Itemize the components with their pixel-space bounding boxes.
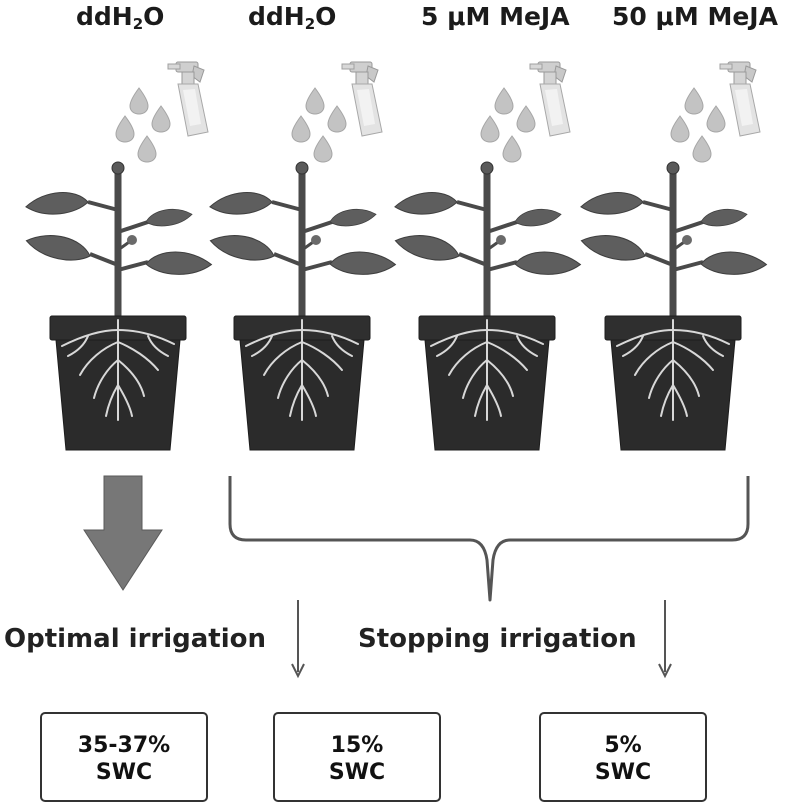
spray-bottle-icon xyxy=(529,61,571,137)
treatment-label-1: ddH2O xyxy=(76,2,165,33)
big-down-arrow-icon xyxy=(83,475,163,591)
swc-unit: SWC xyxy=(95,760,153,785)
stopping-irrigation-label: Stopping irrigation xyxy=(358,624,637,654)
swc-value: 15% xyxy=(330,733,384,758)
spray-bottle-icon xyxy=(719,61,761,137)
potted-plant-2 xyxy=(208,162,396,450)
treatment-label-4: 50 μM MeJA xyxy=(612,2,778,31)
swc-unit: SWC xyxy=(594,760,652,785)
down-arrow-icon xyxy=(658,600,672,679)
water-drops-1 xyxy=(115,87,171,163)
treatment-label-2: ddH2O xyxy=(248,2,337,33)
water-drops-2 xyxy=(291,87,347,163)
potted-plant-1 xyxy=(24,162,212,450)
spray-bottle-icon xyxy=(167,61,209,137)
potted-plant-4 xyxy=(579,162,767,450)
swc-box-15: 15% SWC xyxy=(273,712,441,802)
swc-value: 35-37% xyxy=(77,733,171,758)
spray-bottle-icon xyxy=(341,61,383,137)
swc-value: 5% xyxy=(604,733,642,758)
swc-unit: SWC xyxy=(328,760,386,785)
group-bracket xyxy=(228,476,750,602)
water-drops-3 xyxy=(480,87,536,163)
swc-box-5: 5% SWC xyxy=(539,712,707,802)
potted-plant-3 xyxy=(393,162,581,450)
water-drops-4 xyxy=(670,87,726,163)
treatment-label-3: 5 μM MeJA xyxy=(421,2,570,31)
optimal-irrigation-label: Optimal irrigation xyxy=(4,624,266,654)
swc-box-optimal: 35-37% SWC xyxy=(40,712,208,802)
down-arrow-icon xyxy=(291,600,305,679)
